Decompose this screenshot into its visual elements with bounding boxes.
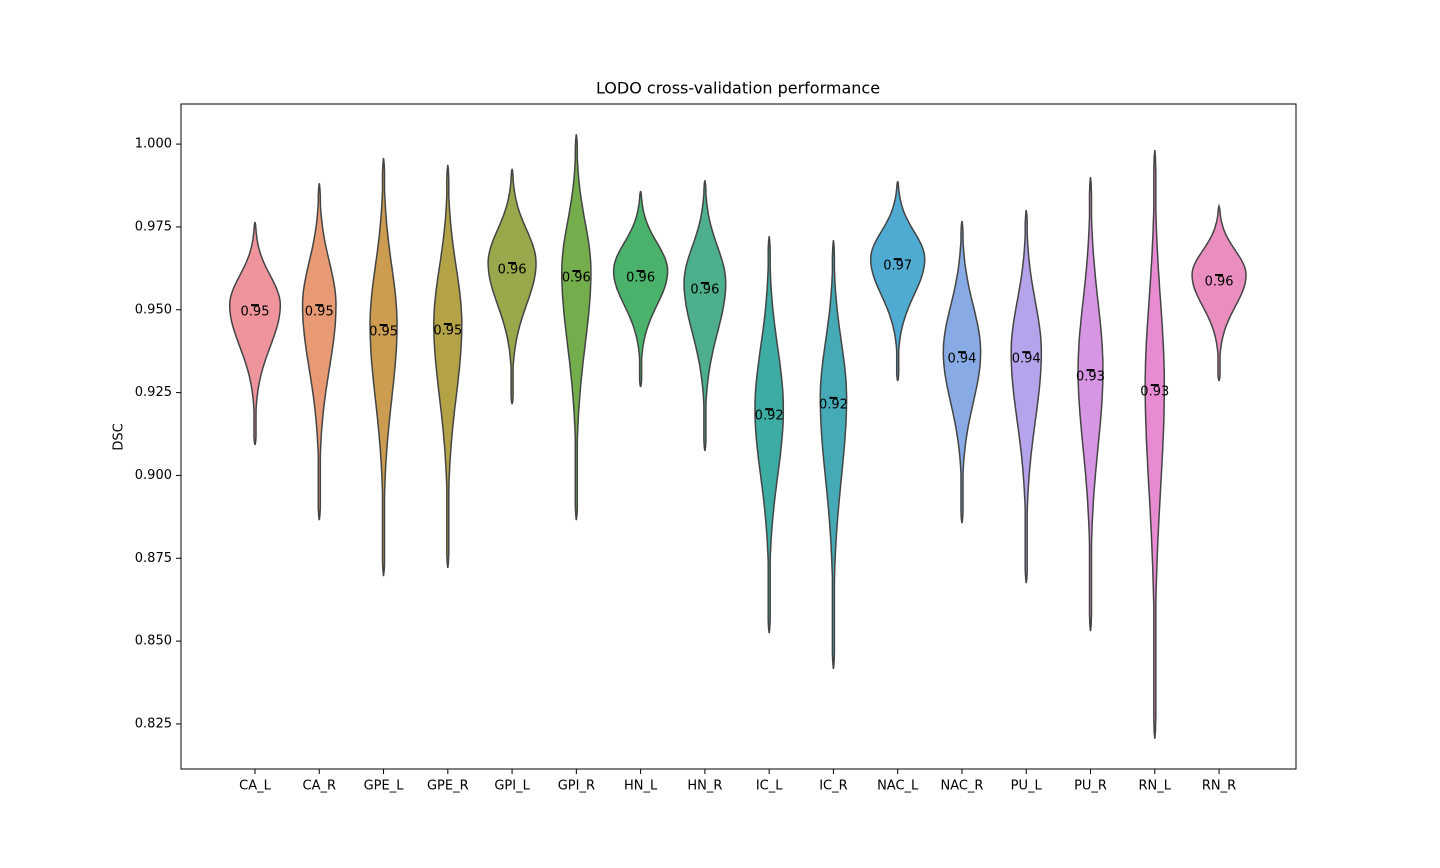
value-label: 0.95 [241,305,270,320]
x-tick-label: CA_R [303,779,337,794]
y-tick-label: 0.850 [135,634,172,649]
x-tick-label: IC_R [819,779,847,794]
value-label: 0.95 [433,324,462,339]
violin [1144,150,1166,739]
y-tick-label: 0.975 [135,219,172,234]
y-tick-label: 0.925 [135,385,172,400]
value-label: 0.93 [1076,370,1105,385]
violin [1010,209,1043,584]
x-tick-label: GPE_L [364,779,405,794]
value-label: 0.94 [947,352,976,367]
value-label: 0.96 [498,263,527,278]
value-label: 0.97 [883,259,912,274]
violin [819,240,848,669]
y-tick-label: 0.875 [135,551,172,566]
violin [487,168,537,405]
violin [1191,203,1247,382]
x-tick-label: GPE_R [427,779,469,794]
x-tick-label: NAC_L [877,779,919,794]
x-tick-label: NAC_R [940,779,983,794]
violin [942,220,982,524]
y-tick-label: 1.000 [135,137,172,152]
plot-frame [180,103,1297,770]
violin [561,134,592,521]
violin [369,157,398,577]
value-label: 0.92 [755,409,784,424]
x-tick-label: HN_R [687,779,722,794]
chart-title: LODO cross-validation performance [596,79,880,98]
value-label: 0.93 [1140,384,1169,399]
y-tick-label: 0.900 [135,468,172,483]
x-tick-label: PU_L [1011,779,1043,794]
violin [1077,177,1104,632]
y-tick-label: 0.825 [135,716,172,731]
value-label: 0.96 [1205,274,1234,289]
violin [433,164,463,568]
y-axis-label: DSC [112,423,127,450]
x-tick-label: GPI_R [558,779,595,794]
x-tick-label: RN_R [1202,779,1236,794]
value-label: 0.95 [305,305,334,320]
violin [301,183,337,521]
violin [612,190,669,388]
y-tick-label: 0.950 [135,302,172,317]
x-tick-label: RN_L [1139,779,1172,794]
x-tick-label: IC_L [756,779,783,794]
x-tick-label: HN_L [624,779,658,794]
value-label: 0.94 [1012,352,1041,367]
violin [228,221,282,446]
value-label: 0.96 [626,270,655,285]
value-label: 0.96 [562,270,591,285]
violin [869,181,926,382]
x-tick-label: CA_L [239,779,271,794]
value-label: 0.92 [819,397,848,412]
violin [683,180,727,452]
violin [754,236,785,634]
x-tick-label: PU_R [1074,779,1107,794]
value-label: 0.96 [690,282,719,297]
value-label: 0.95 [369,325,398,340]
x-tick-label: GPI_L [494,779,530,794]
